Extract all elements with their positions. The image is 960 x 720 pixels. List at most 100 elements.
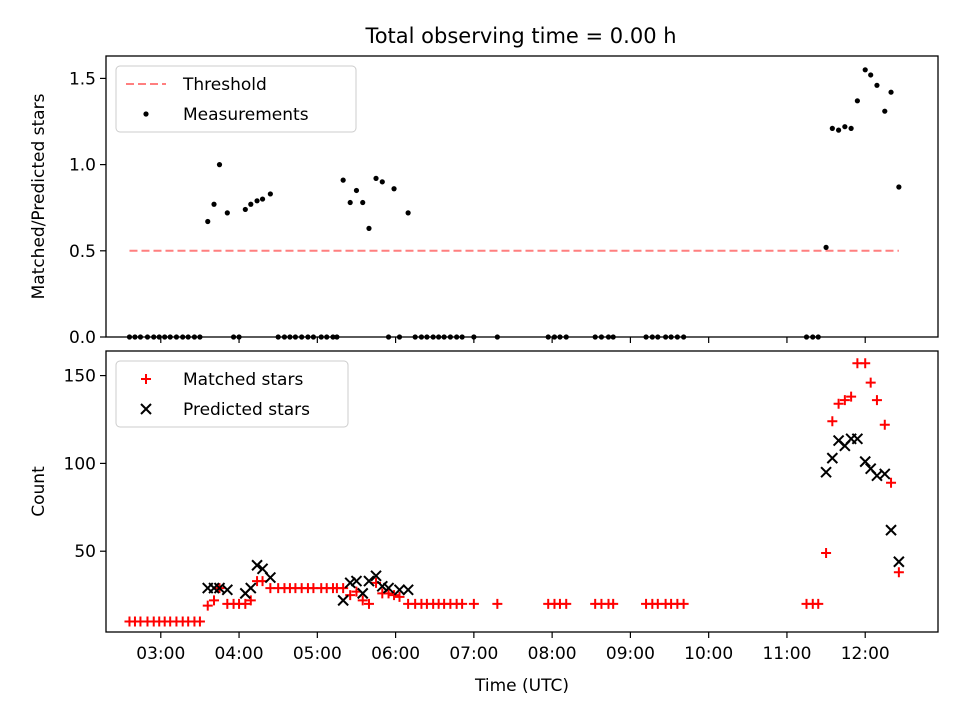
legend-swatch [143,111,149,117]
y-tick-label: 0.5 [69,242,96,262]
data-point [820,466,832,478]
data-point [839,395,850,406]
ratio-ylabel: Matched/Predicted stars [29,93,49,299]
legend-label: Matched stars [183,370,303,390]
data-point [862,67,868,73]
data-point [357,587,369,600]
data-point [896,184,902,190]
data-point [826,452,839,464]
data-point [370,570,382,582]
data-point [391,186,397,192]
data-point [886,477,897,488]
data-point [492,598,503,609]
count-series-1 [202,433,905,607]
data-point [893,567,904,578]
data-point [678,598,689,609]
data-point [264,571,277,584]
data-point [337,594,349,607]
legend-label: Predicted stars [183,400,310,420]
data-point [893,556,905,568]
data-point [823,244,829,250]
data-point [457,598,468,609]
data-point [854,98,860,104]
data-point [885,524,897,536]
data-point [360,199,366,206]
x-tick-label: 03:00 [136,644,185,664]
x-tick-label: 10:00 [684,644,733,664]
data-point [846,391,857,402]
data-point [405,210,411,216]
data-point [382,582,395,594]
count-series-0 [124,358,904,627]
legend-box [115,360,349,428]
data-point [363,575,375,587]
data-point [350,575,363,587]
data-point [248,201,254,207]
x-tick-label: 12:00 [841,644,890,664]
data-point [366,225,372,231]
data-point [194,616,205,627]
data-point [879,468,891,480]
data-point [240,598,251,609]
data-point [340,177,346,183]
data-point [842,124,848,130]
y-tick-label: 50 [74,542,96,562]
data-point [608,598,619,609]
data-point [851,433,864,445]
data-point [242,206,248,213]
ratio-ticks: 0.0 0.5 1.0 1.5 [69,69,866,348]
x-tick-label: 11:00 [762,644,811,664]
data-point [251,559,263,571]
legend-label: Measurements [183,105,309,125]
count-legend: Matched stars Predicted stars [115,360,349,428]
data-point [267,191,273,197]
y-tick-label: 100 [64,454,96,474]
data-point [561,598,572,609]
data-point [373,175,379,181]
x-tick-label: 09:00 [606,644,655,664]
count-axes-frame [105,350,939,633]
count-plot-area [124,358,905,627]
legend-label: Threshold [182,75,267,95]
y-tick-label: 1.5 [69,69,96,89]
data-point [859,455,871,468]
legend-box [115,65,357,133]
data-point [357,595,368,606]
x-tick-label: 07:00 [449,644,498,664]
x-tick-label: 06:00 [371,644,420,664]
data-point [868,72,874,78]
data-point [821,547,832,558]
data-point [848,125,854,132]
x-tick-label: 04:00 [215,644,264,664]
data-point [833,398,844,409]
data-point [245,595,256,606]
legend-swatch [141,374,151,384]
data-point [245,582,257,594]
data-point [254,198,260,204]
data-point [389,590,400,601]
ratio-axes-frame [105,55,939,338]
chart-title: Total observing time = 0.00 h [364,24,676,48]
data-point [259,196,266,202]
x-tick-label: 08:00 [528,644,577,664]
y-tick-label: 150 [64,367,96,387]
data-point [860,358,871,369]
data-point [363,598,374,609]
count-panel: 50 100 150 03:00 04:00 05:00 06:00 07:00 08:00 09… [29,350,939,696]
data-point [865,377,876,388]
data-point [205,218,211,225]
count-ticks: 50 100 150 03:00 04:00 05:00 06:00 07:00 08:00 09… [64,367,890,664]
data-point [345,590,356,601]
y-tick-label: 0.0 [69,328,96,348]
data-point [394,591,405,602]
data-point [353,187,360,194]
data-point [224,210,230,216]
data-point [871,395,882,406]
data-point [209,595,220,606]
data-point [393,584,406,596]
data-point [835,127,842,133]
count-xlabel: Time (UTC) [474,676,569,696]
data-point [338,583,349,594]
data-point [888,89,894,95]
